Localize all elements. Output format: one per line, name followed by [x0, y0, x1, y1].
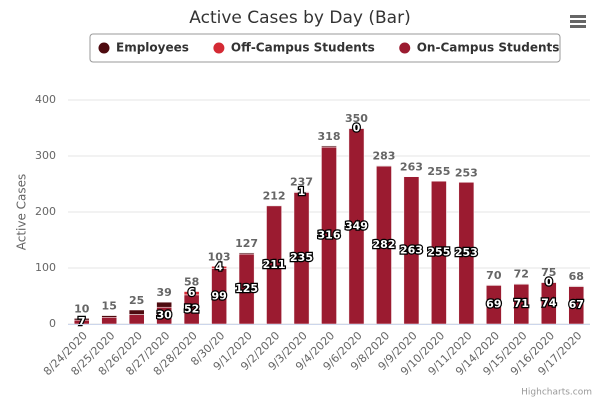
chart-title: Active Cases by Day (Bar)	[189, 8, 410, 28]
y-tick-label: 300	[35, 149, 56, 162]
data-label: 74	[541, 296, 557, 309]
legend-item[interactable]: On-Campus Students	[399, 41, 559, 55]
data-label: 349	[345, 219, 368, 232]
y-tick-label: 200	[35, 205, 56, 218]
stack-total: 318	[318, 130, 341, 143]
stack-total: 283	[372, 150, 395, 163]
bar-segment	[513, 283, 530, 285]
bar-segment	[73, 318, 90, 321]
stack-total: 237	[290, 175, 313, 188]
data-label: 282	[372, 238, 395, 251]
bar-segment	[293, 191, 310, 193]
data-label: 71	[514, 297, 529, 310]
menu-button[interactable]	[570, 15, 586, 28]
data-label: 263	[400, 243, 423, 256]
data-label: 235	[290, 251, 313, 264]
legend-swatch	[399, 42, 411, 54]
menu-bar	[570, 25, 586, 28]
bar-segment	[348, 127, 365, 129]
y-axis-title: Active Cases	[15, 174, 29, 251]
bar-segment	[101, 317, 118, 325]
data-label: 253	[455, 246, 478, 259]
legend-label: Off-Campus Students	[231, 41, 375, 55]
stack-total: 39	[157, 286, 172, 299]
legend-swatch	[213, 42, 225, 54]
stack-total: 15	[102, 300, 117, 313]
legend-item[interactable]: Employees	[98, 41, 189, 55]
data-label: 4	[215, 260, 223, 273]
data-label: 67	[569, 298, 584, 311]
menu-bar	[570, 20, 586, 23]
bar-segment	[238, 252, 255, 255]
y-tick-label: 100	[35, 261, 56, 274]
bar-segment	[540, 281, 557, 283]
legend-label: Employees	[116, 41, 189, 55]
stack-total: 127	[235, 237, 258, 250]
legend-box	[89, 33, 561, 63]
bar-segment	[183, 291, 200, 296]
data-label: 30	[157, 309, 173, 322]
bar-segment	[128, 314, 145, 325]
credits[interactable]: Highcharts.com	[521, 388, 592, 398]
stack-total: 212	[263, 189, 286, 202]
data-label: 0	[545, 276, 553, 289]
stack-total: 72	[514, 268, 529, 281]
bar-segment	[486, 284, 502, 286]
bar-segment	[376, 165, 392, 167]
stack-total: 10	[74, 302, 90, 315]
bar-segment	[568, 285, 585, 287]
menu-bar	[570, 15, 586, 18]
y-tick-label: 0	[49, 317, 56, 330]
bar-segment	[321, 145, 337, 148]
data-label: 99	[211, 289, 226, 302]
data-label: 316	[318, 229, 341, 242]
data-label: 0	[353, 122, 361, 135]
stack-total: 103	[208, 250, 231, 263]
stack-total: 58	[184, 276, 199, 289]
stack-total: 350	[345, 112, 368, 125]
stack-total: 70	[486, 269, 502, 282]
bar-segment	[101, 315, 118, 318]
stack-total: 253	[455, 166, 478, 179]
legend-item[interactable]: Off-Campus Students	[213, 41, 375, 55]
data-label: 211	[263, 258, 286, 271]
data-label: 1	[298, 185, 306, 198]
legend-swatch	[98, 42, 110, 54]
data-label: 6	[188, 286, 196, 299]
bar-segment	[211, 266, 227, 269]
stack-total: 255	[427, 165, 450, 178]
data-label: 52	[184, 302, 199, 315]
stack-total: 263	[400, 161, 423, 174]
stack-total: 75	[541, 266, 556, 279]
stack-total: 68	[569, 270, 584, 283]
bar-segment	[128, 309, 145, 315]
data-label: 7	[78, 315, 86, 328]
data-label: 125	[235, 282, 258, 295]
stack-total: 25	[129, 294, 144, 307]
legend-label: On-Campus Students	[417, 41, 560, 55]
bar-segment	[266, 205, 282, 207]
data-label: 69	[486, 298, 501, 311]
bar-segment	[156, 301, 172, 308]
data-label: 255	[427, 246, 450, 259]
y-tick-label: 400	[35, 93, 56, 106]
